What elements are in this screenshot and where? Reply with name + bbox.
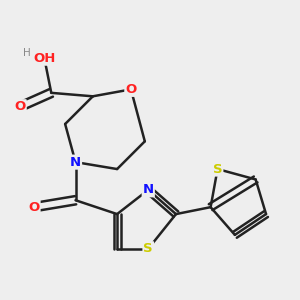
Text: O: O <box>28 201 40 214</box>
Text: N: N <box>143 183 154 196</box>
Text: O: O <box>14 100 26 113</box>
Text: S: S <box>143 242 153 255</box>
Text: OH: OH <box>33 52 56 65</box>
Text: N: N <box>70 156 81 169</box>
Text: O: O <box>125 83 136 96</box>
Text: H: H <box>23 48 31 58</box>
Text: S: S <box>213 163 222 176</box>
